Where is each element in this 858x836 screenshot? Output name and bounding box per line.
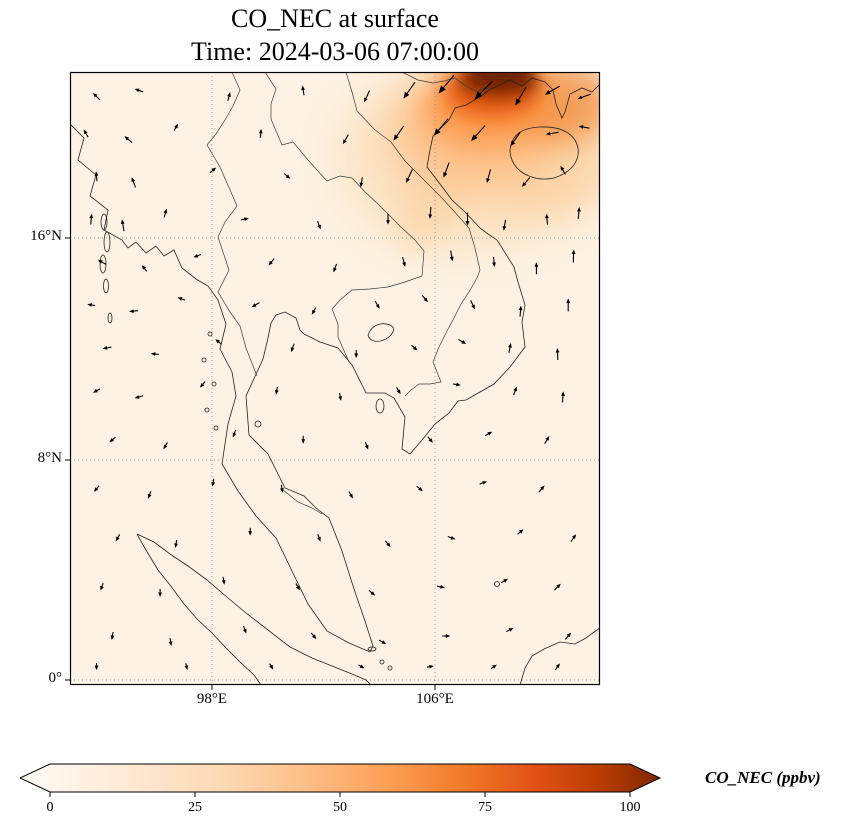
ytick-8n: 8°N bbox=[37, 450, 62, 466]
plot-subtitle: Time: 2024-03-06 07:00:00 bbox=[191, 37, 479, 66]
colorbar-tick-marks bbox=[49, 792, 631, 797]
cbtick-0: 0 bbox=[46, 800, 54, 815]
ytick-16n: 16°N bbox=[30, 228, 62, 244]
gridlines-layer bbox=[70, 72, 600, 685]
map-svg bbox=[65, 71, 601, 690]
colorbar: 0 25 50 75 100 CO_NEC (ppbv) bbox=[20, 763, 855, 833]
map-frame bbox=[69, 71, 601, 686]
wind-vectors-layer bbox=[83, 74, 591, 671]
cbtick-50: 50 bbox=[333, 800, 347, 815]
ytick-0: 0° bbox=[48, 670, 63, 686]
cbtick-100: 100 bbox=[619, 800, 641, 815]
xtick-98e: 98°E bbox=[196, 691, 228, 707]
plot-title: CO_NEC at surface bbox=[231, 4, 439, 33]
cbtick-75: 75 bbox=[478, 800, 492, 815]
cbtick-25: 25 bbox=[188, 800, 202, 815]
map-panel: 16°N 8°N 0° 98°E 106°E bbox=[30, 71, 601, 707]
coastlines-layer bbox=[70, 77, 600, 685]
axis-ticks bbox=[65, 237, 436, 690]
colorbar-bar bbox=[20, 763, 662, 793]
xtick-106e: 106°E bbox=[416, 691, 454, 707]
borders-layer bbox=[206, 72, 492, 515]
colorbar-svg bbox=[20, 763, 662, 797]
colorbar-label: CO_NEC (ppbv) bbox=[705, 768, 821, 787]
